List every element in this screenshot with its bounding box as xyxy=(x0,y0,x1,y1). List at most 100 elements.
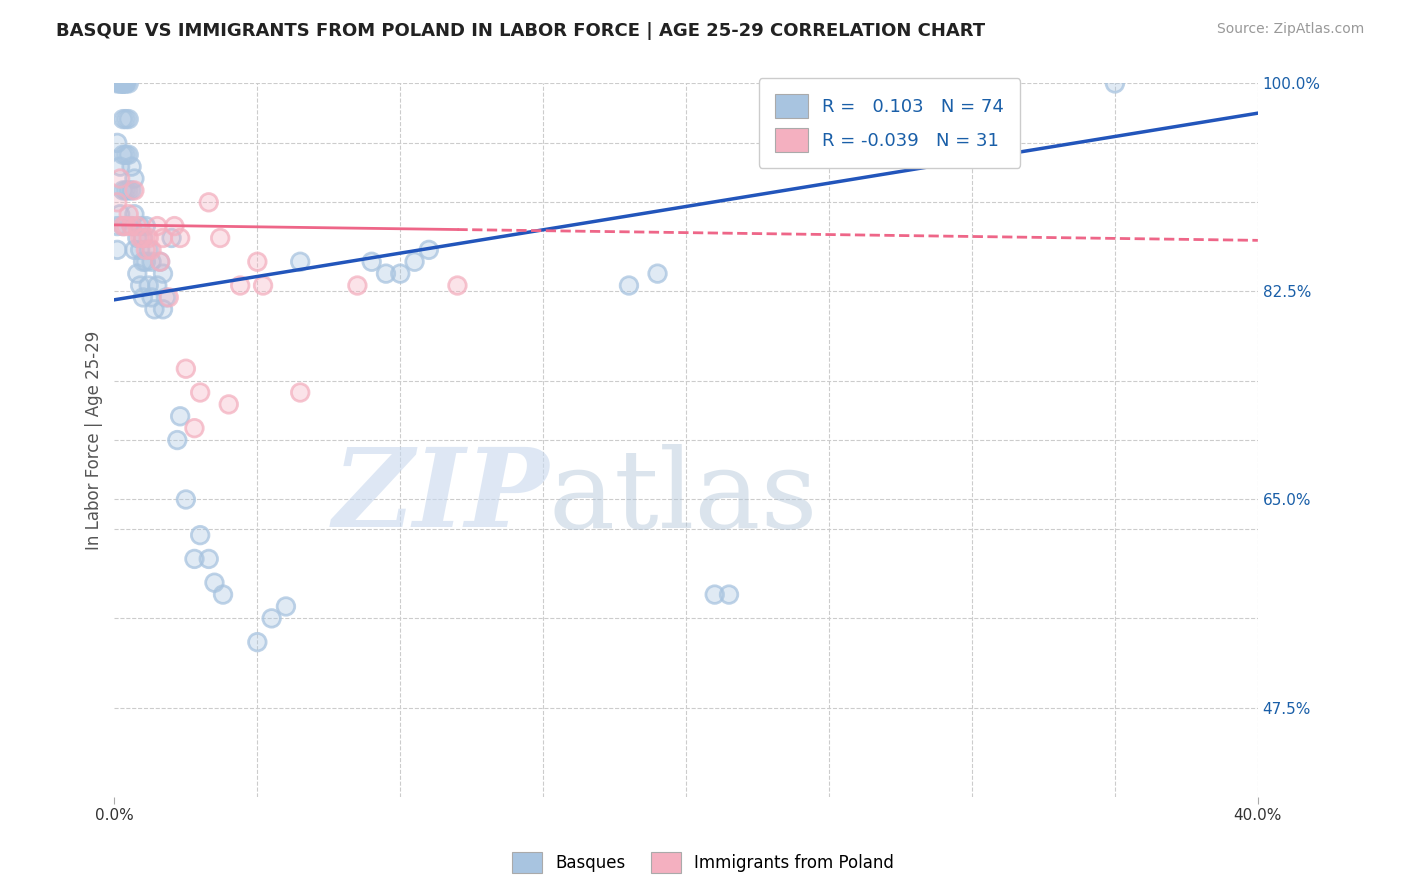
Point xyxy=(138,231,160,245)
Point xyxy=(389,267,412,281)
Point xyxy=(115,219,138,233)
Point xyxy=(105,77,128,91)
Point xyxy=(129,219,152,233)
Point xyxy=(174,361,197,376)
Point xyxy=(115,77,138,91)
Point xyxy=(105,136,128,150)
Point xyxy=(132,231,155,245)
Text: ZIP: ZIP xyxy=(332,443,548,551)
Point xyxy=(174,492,197,507)
Point xyxy=(121,183,143,197)
Text: BASQUE VS IMMIGRANTS FROM POLAND IN LABOR FORCE | AGE 25-29 CORRELATION CHART: BASQUE VS IMMIGRANTS FROM POLAND IN LABO… xyxy=(56,22,986,40)
Point xyxy=(143,302,166,317)
Point xyxy=(135,254,157,268)
Point xyxy=(209,231,232,245)
Point xyxy=(121,183,143,197)
Text: Source: ZipAtlas.com: Source: ZipAtlas.com xyxy=(1216,22,1364,37)
Point xyxy=(115,219,138,233)
Point xyxy=(717,588,740,602)
Point xyxy=(197,195,219,210)
Point xyxy=(129,243,152,257)
Point xyxy=(115,148,138,162)
Point xyxy=(141,254,163,268)
Point xyxy=(127,219,149,233)
Y-axis label: In Labor Force | Age 25-29: In Labor Force | Age 25-29 xyxy=(86,330,103,549)
Point xyxy=(617,278,640,293)
Point xyxy=(135,243,157,257)
Point xyxy=(121,219,143,233)
Point xyxy=(146,219,169,233)
Point xyxy=(152,231,174,245)
Point xyxy=(647,267,669,281)
Point xyxy=(115,77,138,91)
Point xyxy=(360,254,382,268)
Point xyxy=(135,243,157,257)
Point xyxy=(169,231,191,245)
Point xyxy=(129,219,152,233)
Point xyxy=(138,278,160,293)
Point xyxy=(703,588,725,602)
Point xyxy=(135,219,157,233)
Point xyxy=(121,219,143,233)
Point xyxy=(132,231,155,245)
Point xyxy=(108,160,131,174)
Point xyxy=(617,278,640,293)
Point xyxy=(111,77,134,91)
Point xyxy=(146,278,169,293)
Point xyxy=(446,278,468,293)
Text: atlas: atlas xyxy=(548,443,818,550)
Point xyxy=(389,267,412,281)
Point xyxy=(132,231,155,245)
Point xyxy=(143,302,166,317)
Point xyxy=(229,278,252,293)
Point xyxy=(446,278,468,293)
Point xyxy=(246,635,269,649)
Point xyxy=(290,254,312,268)
Point xyxy=(111,148,134,162)
Point xyxy=(229,278,252,293)
Point xyxy=(246,635,269,649)
Point xyxy=(127,267,149,281)
Point xyxy=(418,243,440,257)
Point xyxy=(174,492,197,507)
Point xyxy=(1104,77,1126,91)
Point xyxy=(111,219,134,233)
Point xyxy=(121,160,143,174)
Point xyxy=(174,361,197,376)
Point xyxy=(108,171,131,186)
Point xyxy=(129,278,152,293)
Point xyxy=(111,77,134,91)
Point xyxy=(135,219,157,233)
Point xyxy=(118,77,141,91)
Point xyxy=(105,195,128,210)
Point xyxy=(105,77,128,91)
Point xyxy=(105,219,128,233)
Point xyxy=(188,528,211,542)
Point xyxy=(118,207,141,221)
Point xyxy=(124,243,146,257)
Point xyxy=(163,219,186,233)
Point xyxy=(115,148,138,162)
Point xyxy=(188,528,211,542)
Point xyxy=(157,290,180,304)
Point xyxy=(132,290,155,304)
Point xyxy=(108,160,131,174)
Point xyxy=(149,254,172,268)
Point xyxy=(169,409,191,424)
Point xyxy=(404,254,426,268)
Point xyxy=(124,207,146,221)
Point xyxy=(188,385,211,400)
Point xyxy=(138,243,160,257)
Point xyxy=(111,77,134,91)
Point xyxy=(132,290,155,304)
Point xyxy=(360,254,382,268)
Point xyxy=(129,231,152,245)
Point xyxy=(141,254,163,268)
Point xyxy=(105,219,128,233)
Point xyxy=(290,385,312,400)
Point xyxy=(152,231,174,245)
Point xyxy=(115,183,138,197)
Point xyxy=(1104,77,1126,91)
Point xyxy=(246,254,269,268)
Point xyxy=(111,148,134,162)
